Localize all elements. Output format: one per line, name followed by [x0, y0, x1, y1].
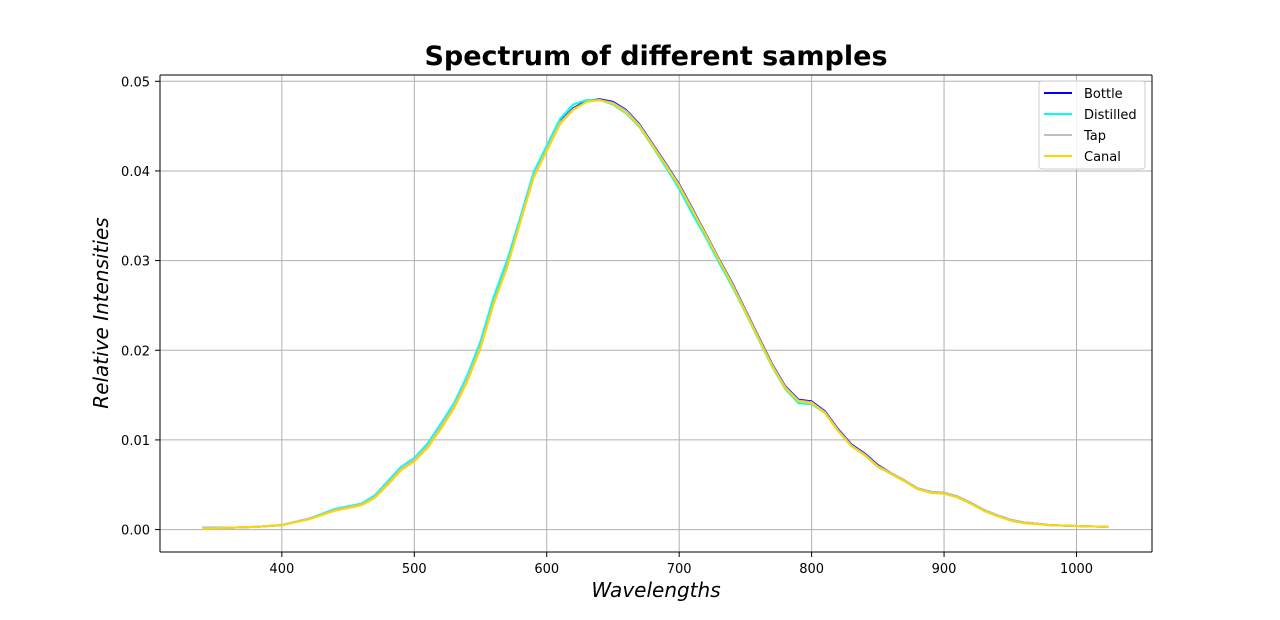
- legend-label: Tap: [1083, 129, 1106, 144]
- y-tick-label: 0.02: [121, 344, 150, 359]
- legend-box: [1038, 80, 1146, 170]
- chart-title: Spectrum of different samples: [424, 41, 887, 72]
- series-line-tap: [202, 99, 1109, 529]
- x-tick-label: 700: [667, 562, 692, 577]
- axes: [159, 74, 1153, 553]
- x-tick-label: 900: [932, 562, 957, 577]
- x-tick-label: 1000: [1060, 562, 1093, 577]
- series-line-canal: [202, 99, 1109, 530]
- x-tick-label: 800: [799, 562, 824, 577]
- x-axis-label: Wavelengths: [591, 578, 720, 602]
- y-tick-label: 0.04: [121, 165, 150, 180]
- legend-label: Distilled: [1084, 108, 1137, 123]
- series-layer: [202, 98, 1109, 530]
- x-ticks: 400 500 600 700 800 900 1000: [269, 552, 1093, 577]
- y-ticks: 0.00 0.01 0.02 0.03 0.04 0.05: [121, 75, 160, 539]
- y-tick-label: 0.05: [121, 75, 150, 90]
- y-axis-label: Relative Intensities: [89, 217, 113, 408]
- x-tick-label: 500: [402, 562, 427, 577]
- legend-label: Canal: [1084, 150, 1121, 165]
- legend-label: Bottle: [1084, 87, 1123, 102]
- x-tick-label: 400: [269, 562, 294, 577]
- legend: Bottle Distilled Tap Canal: [1038, 80, 1146, 170]
- y-tick-label: 0.00: [121, 524, 150, 539]
- y-tick-label: 0.01: [121, 434, 150, 449]
- grid-lines: [160, 75, 1152, 552]
- x-tick-label: 600: [534, 562, 559, 577]
- series-line-bottle: [202, 98, 1109, 529]
- series-line-distilled: [202, 99, 1109, 529]
- y-tick-label: 0.03: [121, 255, 150, 270]
